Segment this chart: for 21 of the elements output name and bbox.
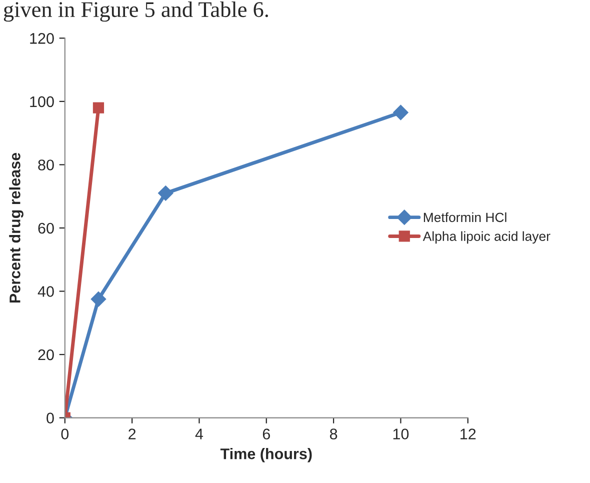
x-tick-label: 6: [262, 428, 270, 440]
x-tick-label: 10: [393, 428, 409, 440]
x-tick-label: 12: [460, 428, 476, 440]
y-tick-label: 80: [38, 160, 54, 170]
y-tick-label: 120: [30, 33, 54, 44]
y-axis-title: Percent drug release: [9, 152, 24, 303]
y-tick-label: 100: [30, 96, 54, 108]
x-tick-label: 4: [195, 428, 204, 440]
legend-label: Alpha lipoic acid layer: [422, 231, 550, 244]
point: [158, 186, 174, 201]
text: given in Figure 5 and Table 6.: [4, 1, 268, 22]
y-tick-label: 40: [38, 286, 54, 297]
legend-label: Metformin HCl: [424, 212, 506, 222]
y-tick-label: 0: [46, 412, 54, 424]
point: [393, 104, 408, 120]
y-tick-label: 60: [38, 222, 54, 234]
x-tick-label: 0: [61, 428, 69, 440]
y-tick-label: 20: [38, 349, 54, 360]
x-tick-label: 2: [128, 428, 136, 440]
x-axis-title: Time (hours): [220, 448, 312, 462]
x-tick-label: 8: [330, 428, 338, 440]
